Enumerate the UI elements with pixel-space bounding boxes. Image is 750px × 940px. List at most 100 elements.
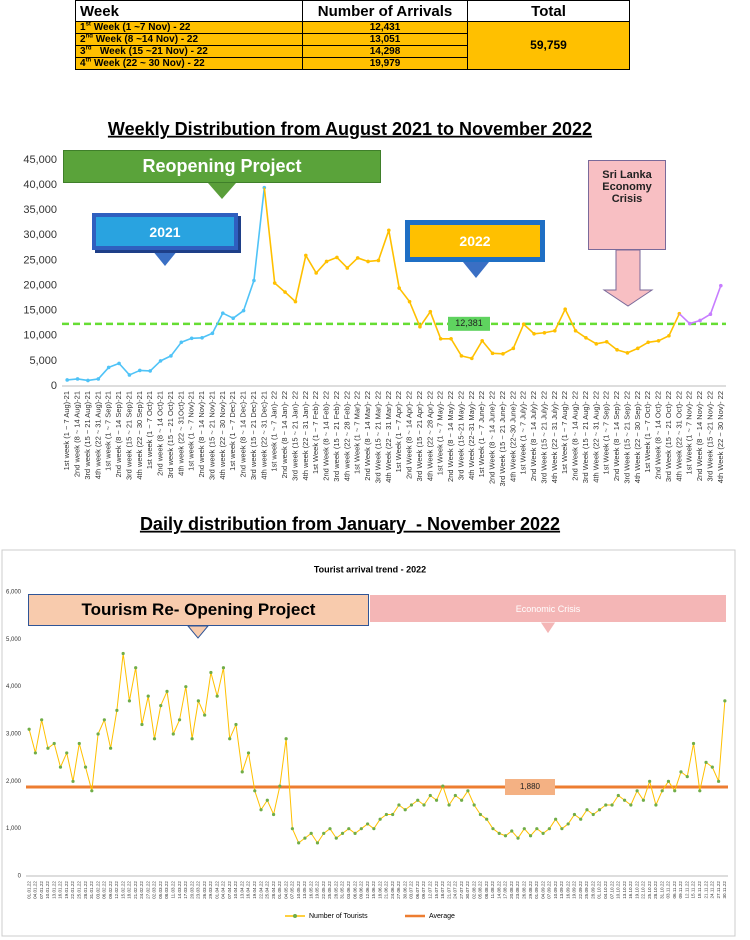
x-tick-label: 11.08.22: [490, 881, 495, 899]
y-tick-label: 0: [51, 380, 57, 392]
week-text: Week (15 ~21 Nov) - 22: [99, 46, 208, 57]
x-tick-label: 18.11.22: [697, 881, 702, 899]
point: [40, 718, 44, 722]
annotation: 2021: [92, 213, 238, 250]
point: [635, 789, 639, 793]
point: [573, 328, 578, 333]
point: [673, 789, 677, 793]
point: [648, 779, 652, 783]
point: [234, 722, 238, 727]
header-cell: Week: [75, 0, 303, 22]
point: [58, 765, 63, 769]
point: [397, 803, 401, 807]
point: [656, 339, 661, 343]
average-label: 1,880: [520, 782, 541, 791]
point: [554, 817, 558, 821]
x-tick-label: 15.06.22: [371, 881, 376, 899]
x-tick-label: 30.06.22: [402, 881, 407, 899]
point: [200, 335, 204, 340]
point: [532, 331, 536, 336]
arrow: [186, 625, 210, 639]
point: [215, 694, 219, 698]
point: [177, 718, 182, 722]
x-tick-label: 06.02.22: [102, 881, 107, 899]
arrow: [539, 621, 557, 635]
point: [158, 359, 163, 363]
point: [472, 803, 476, 807]
x-tick-label: 2nd week (8 ~ 14 Aug)-21: [73, 391, 82, 477]
x-tick-label: 3rd Week (15 ~ 21 Oct)- 22: [664, 391, 673, 482]
point: [372, 827, 376, 831]
arrow: [463, 262, 489, 278]
x-tick-label: 22.04.22: [258, 881, 263, 899]
point: [278, 784, 282, 788]
point: [190, 737, 194, 741]
x-tick-label: 3rd Week (15~21 May)- 22: [456, 391, 465, 480]
x-tick-label: 12.07.22: [427, 881, 432, 899]
x-tick-label: 10.04.22: [233, 881, 238, 899]
x-tick-label: 13.04.22: [239, 881, 244, 899]
point: [510, 829, 514, 833]
summary-table: Week Number of Arrivals Total 1st Week (…: [75, 0, 630, 70]
x-tick-label: 19.10.22: [634, 881, 639, 899]
week-cell: 3rd Week (15 ~21 Nov) - 22: [75, 45, 303, 58]
point: [86, 378, 90, 383]
point: [418, 324, 422, 329]
point: [335, 255, 339, 260]
x-tick-label: 4th Week (22 ~ 30 Sep)- 22: [633, 391, 642, 483]
point: [328, 827, 332, 831]
point: [528, 834, 533, 838]
x-tick-label: 1st Week (1 ~ 7 Oct)- 22: [643, 391, 652, 473]
x-tick-label: 28.09.22: [590, 881, 595, 899]
point: [96, 377, 101, 381]
point: [209, 670, 213, 675]
y-tick-label: 35,000: [23, 204, 57, 216]
x-tick-label: 07.04.22: [227, 881, 232, 899]
x-tick-label: 18.02.22: [127, 881, 132, 899]
x-tick-label: 21.11.22: [703, 881, 708, 899]
point: [591, 812, 595, 817]
x-tick-label: 16.10.22: [628, 881, 633, 899]
point: [314, 271, 318, 275]
x-tick-label: 4th week (22 ~ 30 Nov)-21: [218, 391, 227, 480]
x-tick-label: 03.06.22: [346, 881, 351, 899]
point: [304, 253, 308, 258]
x-tick-label: 19.05.22: [315, 881, 320, 899]
series-connector: [263, 187, 276, 284]
y-tick-label: 1,000: [6, 826, 22, 832]
point: [685, 775, 689, 779]
x-tick-label: 18.06.22: [377, 881, 382, 899]
x-tick-label: 30.11.22: [722, 881, 727, 899]
x-tick-label: 10.01.22: [45, 881, 50, 899]
average-label-box: [448, 316, 490, 331]
point: [560, 827, 564, 831]
point: [189, 336, 194, 341]
x-tick-label: 01.09.22: [534, 881, 539, 899]
x-tick-label: 1st Week (1 ~ 7 Apr)- 22: [394, 391, 403, 472]
point: [667, 333, 671, 338]
x-tick-label: 02.08.22: [471, 881, 476, 899]
point: [221, 311, 225, 315]
point: [646, 340, 650, 345]
ordinal-suffix: th: [85, 57, 92, 64]
point: [563, 307, 567, 311]
x-tick-label: 1st week (1 ~ 7 Jan)- 22: [270, 391, 279, 472]
x-tick-label: 24.06.22: [390, 881, 395, 899]
x-tick-label: 3rd Week (15 ~ 21 Sep)- 22: [622, 391, 631, 484]
point: [522, 827, 526, 831]
point: [83, 765, 88, 769]
annotation: Reopening Project: [63, 150, 381, 183]
y-tick-label: 4,000: [6, 684, 22, 690]
x-tick-label: 08.03.22: [164, 881, 169, 899]
x-tick-label: 21.07.22: [446, 881, 451, 899]
x-tick-label: 2nd Week (8 ~ 14 Nov)- 22: [695, 391, 704, 481]
x-tick-label: 4th Week (22 ~ 30 Nov)- 22: [716, 391, 725, 483]
x-tick-label: 4th week (22 ~ 31 Jan)- 22: [301, 391, 310, 480]
point: [96, 732, 100, 736]
x-tick-label: 4th Week (22~30 June)- 22: [508, 391, 517, 482]
x-tick-label: 1st Week (1 ~ 7 Sep)- 22: [602, 391, 611, 474]
point: [231, 316, 235, 321]
point: [704, 760, 708, 765]
week-text: Week (8 ~14 Nov) - 22: [95, 34, 199, 45]
x-tick-label: 22.05.22: [321, 881, 326, 899]
